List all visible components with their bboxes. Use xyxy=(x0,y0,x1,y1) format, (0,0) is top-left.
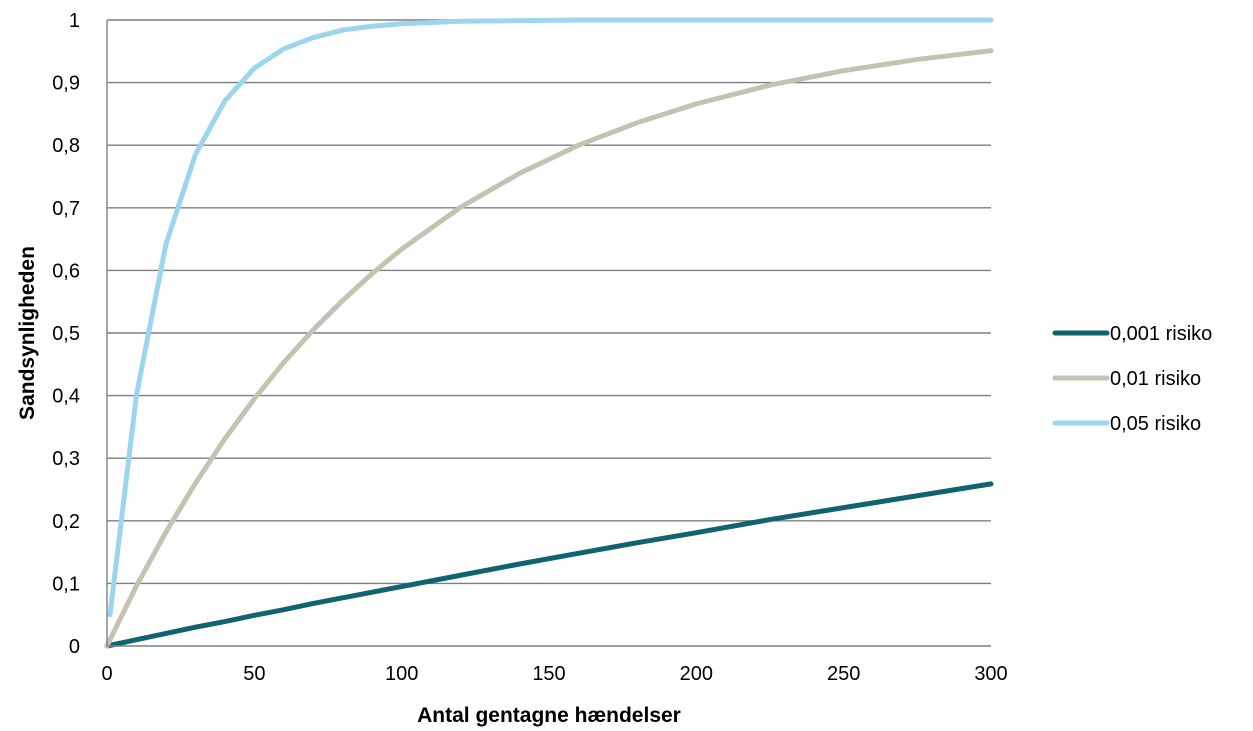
y-axis-title: Sandsynligheden xyxy=(16,246,39,420)
x-axis-title: Antal gentagne hændelser xyxy=(417,704,681,727)
y-tick-labels: 0 0,1 0,2 0,3 0,4 0,5 0,6 0,7 0,8 0,9 1 xyxy=(52,10,80,658)
y-tick-label: 0,1 xyxy=(52,573,80,595)
y-tick-label: 0,5 xyxy=(52,323,80,345)
x-tick-label: 300 xyxy=(974,663,1007,685)
axes xyxy=(106,20,991,647)
y-tick-label: 0,9 xyxy=(52,73,80,95)
y-tick-label: 0,2 xyxy=(52,511,80,533)
x-tick-label: 50 xyxy=(243,663,265,685)
series-line-2 xyxy=(104,48,994,649)
series-line-3 xyxy=(107,17,994,618)
y-tick-label: 0 xyxy=(69,636,80,658)
y-tick-label: 0,8 xyxy=(52,135,80,157)
x-tick-label: 0 xyxy=(101,663,112,685)
legend-label: 0,05 risiko xyxy=(1110,413,1201,435)
series-line-1 xyxy=(104,481,994,649)
x-tick-label: 200 xyxy=(680,663,713,685)
x-tick-label: 250 xyxy=(827,663,860,685)
series-lines xyxy=(104,17,994,649)
legend: 0,001 risiko 0,01 risiko 0,05 risiko xyxy=(1052,323,1212,435)
legend-label: 0,001 risiko xyxy=(1110,323,1212,345)
y-tick-label: 0,3 xyxy=(52,448,80,470)
x-tick-labels: 0 50 100 150 200 250 300 xyxy=(101,663,1007,685)
y-tick-label: 0,7 xyxy=(52,198,80,220)
x-tick-label: 100 xyxy=(385,663,418,685)
x-tick-label: 150 xyxy=(532,663,565,685)
y-tick-label: 1 xyxy=(69,10,80,32)
grid-lines xyxy=(107,19,991,585)
legend-label: 0,01 risiko xyxy=(1110,368,1201,390)
y-tick-label: 0,6 xyxy=(52,260,80,282)
y-tick-label: 0,4 xyxy=(52,386,80,408)
